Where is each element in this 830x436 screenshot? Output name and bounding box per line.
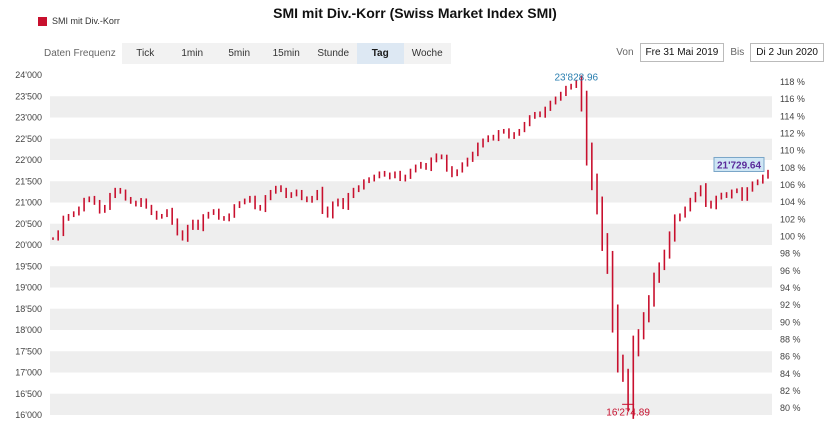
annotations: 23'828.96 16'274.89 21'729.64 xyxy=(554,72,765,418)
grid-band xyxy=(50,308,772,330)
date-range: Von Fre 31 Mai 2019 Bis Di 2 Jun 2020 xyxy=(616,43,824,62)
grid-band xyxy=(50,393,772,415)
y-tick-label: 21'000 xyxy=(15,198,42,208)
from-label: Von xyxy=(616,47,634,58)
grid-band xyxy=(50,96,772,118)
y2-tick-label: 88 % xyxy=(780,335,801,345)
y2-tick-label: 108 % xyxy=(780,163,806,173)
y2-tick-label: 100 % xyxy=(780,232,806,242)
grid-band xyxy=(50,351,772,373)
y-tick-label: 23'500 xyxy=(15,91,42,101)
y2-tick-label: 118 % xyxy=(780,77,805,87)
last-value-label: 21'729.64 xyxy=(717,160,762,171)
price-bars xyxy=(52,75,769,419)
grid-band xyxy=(50,266,772,288)
grid-band xyxy=(50,138,772,160)
to-label: Bis xyxy=(730,47,745,58)
y-axis-right: 118 % 116 % 114 % 112 % 110 % 108 % 106 % 104 %… xyxy=(780,77,806,413)
y2-tick-label: 104 % xyxy=(780,197,806,207)
y-tick-label: 20'500 xyxy=(15,219,42,229)
freq-button-stunde[interactable]: Stunde xyxy=(309,43,357,64)
legend-swatch xyxy=(38,16,47,26)
frequency-label: Daten Frequenz xyxy=(44,48,116,59)
y-axis-left: 24'000 23'500 23'000 22'500 22'000 21'500 21'0… xyxy=(15,70,42,420)
y2-tick-label: 102 % xyxy=(780,214,806,224)
y-tick-label: 17'000 xyxy=(15,368,42,378)
from-date-field[interactable]: Fre 31 Mai 2019 xyxy=(639,43,725,62)
y-tick-label: 16'500 xyxy=(15,389,42,399)
y2-tick-label: 96 % xyxy=(780,266,801,276)
y-tick-label: 20'000 xyxy=(15,240,42,250)
y-tick-label: 22'500 xyxy=(15,134,42,144)
high-label: 23'828.96 xyxy=(554,72,598,83)
y2-tick-label: 110 % xyxy=(780,146,805,156)
y2-tick-label: 98 % xyxy=(780,249,801,259)
y-tick-label: 16'000 xyxy=(15,410,42,420)
y2-tick-label: 106 % xyxy=(780,180,806,190)
freq-button-woche[interactable]: Woche xyxy=(403,43,451,64)
last-value-box xyxy=(713,156,765,172)
low-label: 16'274.89 xyxy=(606,407,650,418)
y-tick-label: 18'000 xyxy=(15,325,42,335)
y2-tick-label: 90 % xyxy=(780,317,801,327)
freq-button-tag[interactable]: Tag xyxy=(356,43,404,64)
grid-bands xyxy=(50,96,772,415)
y-tick-label: 24'000 xyxy=(15,70,42,80)
y2-tick-label: 80 % xyxy=(780,403,801,413)
frequency-toolbar: Daten Frequenz Tick 1min 5min 15min Stun… xyxy=(44,43,451,64)
legend-label: SMI mit Div.-Korr xyxy=(52,16,120,26)
y-tick-label: 21'500 xyxy=(15,176,42,186)
freq-button-5min[interactable]: 5min xyxy=(215,43,263,64)
chart-title: SMI mit Div.-Korr (Swiss Market Index SM… xyxy=(273,5,557,21)
grid-band xyxy=(50,181,772,203)
freq-button-15min[interactable]: 15min xyxy=(262,43,310,64)
to-date-field[interactable]: Di 2 Jun 2020 xyxy=(750,43,824,62)
y-tick-label: 17'500 xyxy=(15,346,42,356)
y2-tick-label: 92 % xyxy=(780,300,801,310)
y2-tick-label: 114 % xyxy=(780,111,805,121)
y2-tick-label: 82 % xyxy=(780,386,801,396)
grid-band xyxy=(50,223,772,245)
freq-button-tick[interactable]: Tick xyxy=(121,43,169,64)
y2-tick-label: 94 % xyxy=(780,283,801,293)
y-tick-label: 19'500 xyxy=(15,261,42,271)
y2-tick-label: 116 % xyxy=(780,94,805,104)
y-tick-label: 23'000 xyxy=(15,113,42,123)
y2-tick-label: 112 % xyxy=(780,128,805,138)
y-tick-label: 22'000 xyxy=(15,155,42,165)
y-tick-label: 19'000 xyxy=(15,283,42,293)
freq-button-1min[interactable]: 1min xyxy=(168,43,216,64)
y-tick-label: 18'500 xyxy=(15,304,42,314)
y2-tick-label: 84 % xyxy=(780,369,801,379)
y2-tick-label: 86 % xyxy=(780,352,801,362)
legend: SMI mit Div.-Korr xyxy=(38,16,120,26)
